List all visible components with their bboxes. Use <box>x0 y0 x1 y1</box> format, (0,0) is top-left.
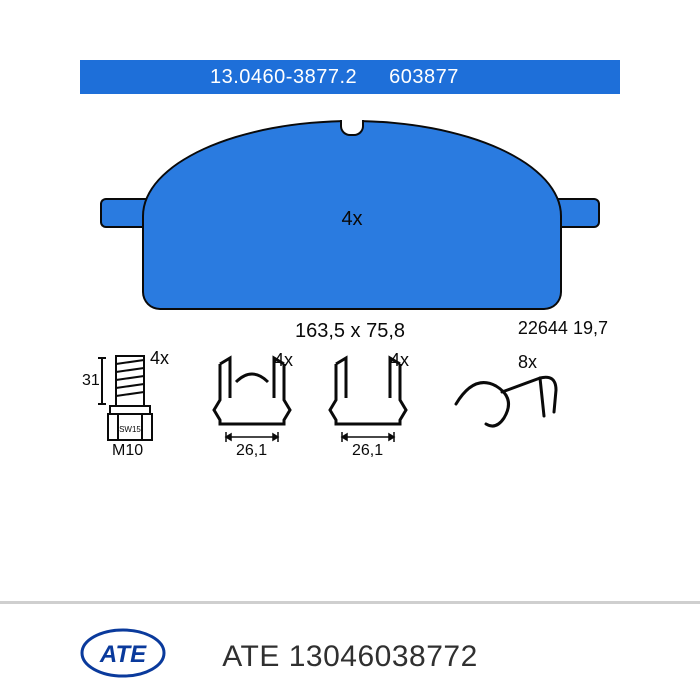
clip-a-width: 26,1 <box>236 442 267 460</box>
pad-body: 4x <box>142 120 562 310</box>
bolt-qty: 4x <box>150 348 169 369</box>
part-number: 13.0460-3877.2 <box>210 66 357 89</box>
pad-ear-left <box>100 198 148 228</box>
pad-code-thickness: 22644 19,7 <box>518 318 608 339</box>
pad-code: 22644 <box>518 318 568 338</box>
footer-sku: 13046038772 <box>289 640 478 673</box>
header-bar: 13.0460-3877.2 603877 <box>80 60 620 94</box>
footer: ATE ATE 13046038772 <box>0 601 700 700</box>
footer-text: ATE 13046038772 <box>0 640 700 674</box>
pad-thickness: 19,7 <box>573 318 608 338</box>
bolt-length: 31 <box>82 372 100 390</box>
spring-diagram <box>446 368 566 454</box>
accessories-row: SW15 4x 31 M10 4x <box>88 348 612 460</box>
diagram-card: 13.0460-3877.2 603877 4x 163,5 x 75,8 22… <box>80 60 620 470</box>
spring-icon <box>446 368 566 454</box>
bolt-thread: M10 <box>112 442 143 460</box>
clip-b-qty: 4x <box>390 350 409 371</box>
clip-a-qty: 4x <box>274 350 293 371</box>
footer-brand: ATE <box>222 640 280 673</box>
pad-notch <box>340 120 364 136</box>
brake-pad-diagram: 4x <box>92 110 608 316</box>
short-code: 603877 <box>389 66 459 89</box>
pad-qty: 4x <box>341 208 362 231</box>
bolt-hex-note: SW15 <box>119 425 141 434</box>
spring-qty: 8x <box>518 352 537 373</box>
clip-b-width: 26,1 <box>352 442 383 460</box>
